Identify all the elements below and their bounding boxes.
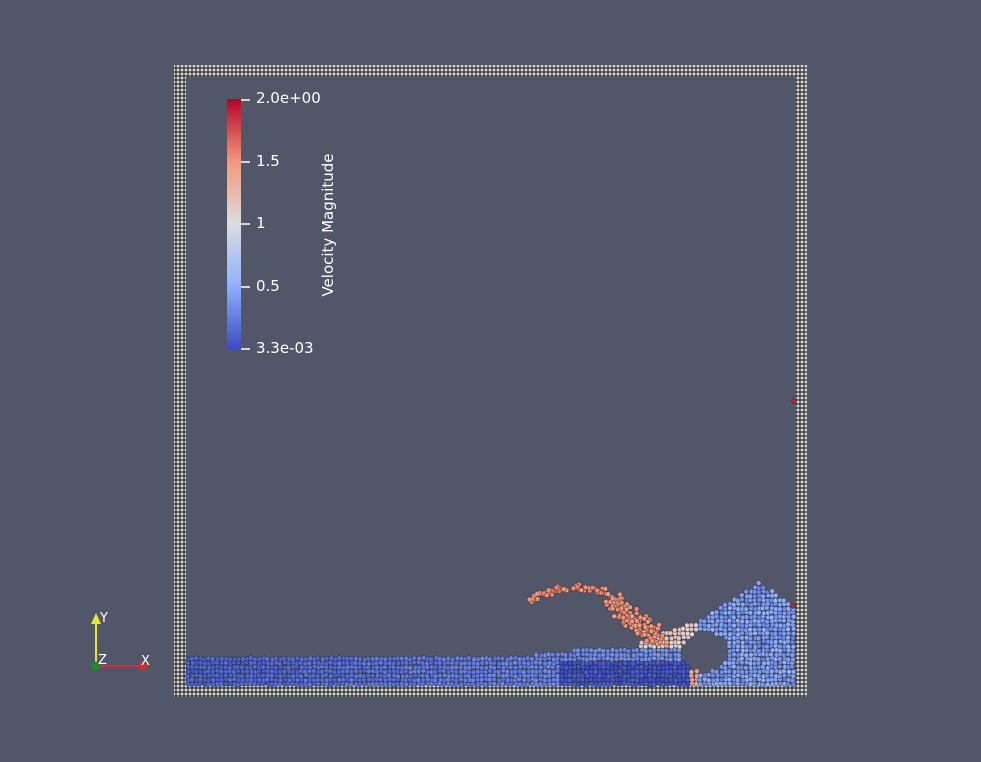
axis-label-z: Z — [98, 653, 107, 668]
colorbar-label-0-5: 0.5 — [256, 277, 280, 295]
colorbar-ticks — [241, 99, 250, 350]
orientation-axes — [91, 613, 150, 671]
fluid-particles — [184, 398, 797, 688]
axis-label-x: X — [141, 654, 150, 669]
colorbar — [227, 99, 250, 350]
boundary-walls — [174, 65, 807, 697]
colorbar-label-max: 2.0e+00 — [256, 89, 321, 107]
colorbar-gradient — [227, 99, 241, 349]
colorbar-title: Velocity Magnitude — [319, 153, 337, 297]
axis-label-y: Y — [100, 611, 108, 626]
colorbar-label-min: 3.3e-03 — [256, 339, 314, 357]
colorbar-label-1-5: 1.5 — [256, 152, 280, 170]
colorbar-label-1: 1 — [256, 214, 266, 232]
